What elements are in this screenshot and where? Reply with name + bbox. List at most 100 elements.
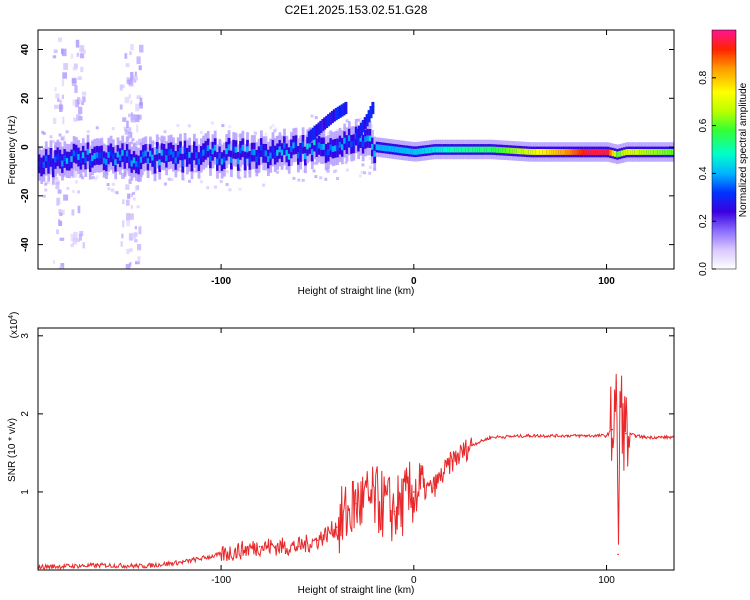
ridge-cell [581, 149, 585, 155]
ridge-cell [193, 147, 196, 154]
scatter-cell [128, 233, 133, 241]
ridge-cell [576, 149, 580, 155]
scatter-cell [44, 188, 48, 192]
scatter-cell [58, 219, 61, 226]
scatter-cell [359, 118, 363, 122]
scatter-cell [77, 190, 81, 194]
snr-point [451, 459, 454, 462]
ridge-cell [283, 142, 286, 149]
scatter-cell [62, 116, 65, 125]
ridge-cell [290, 146, 293, 152]
scatter-cell [356, 118, 360, 122]
ridge-cell [433, 146, 437, 153]
ridge-cell [572, 149, 575, 155]
scatter-cell [157, 137, 161, 141]
ridge-cell [595, 149, 599, 155]
scatter-cell [228, 125, 232, 129]
scatter-cell [60, 263, 65, 269]
ridge-cell [336, 145, 340, 151]
ridge-cell [454, 146, 458, 153]
ridge-cell [567, 149, 571, 155]
scatter-cell [58, 266, 64, 269]
scatter-cell [126, 120, 129, 129]
ridge-cell [625, 149, 629, 155]
snr-point [220, 553, 222, 556]
ridge-cell [54, 156, 57, 163]
ridge-cell [458, 146, 462, 153]
scatter-cell [125, 263, 131, 269]
ridge-cell [273, 152, 277, 159]
colorbar-label: Normalized spectral amplitude [738, 82, 749, 217]
ridge-cell [364, 136, 367, 143]
x-tick-label: 100 [598, 276, 615, 287]
scatter-cell [127, 132, 133, 138]
ridge-cell [516, 148, 520, 155]
scatter-cell [111, 127, 115, 130]
scatter-cell [369, 165, 373, 169]
scatter-cell [71, 77, 77, 84]
ridge-cell [190, 159, 194, 165]
scatter-cell [54, 87, 57, 92]
y-tick-label: 3 [20, 333, 31, 339]
ridge-cell [553, 149, 557, 155]
y-tick-label: -20 [20, 188, 31, 203]
scatter-cell [41, 130, 45, 134]
ridge-cell [297, 152, 300, 159]
scatter-cell [106, 183, 110, 187]
ridge-cell [606, 149, 610, 155]
x-tick-label: 0 [411, 276, 417, 287]
ridge-cell [579, 149, 582, 155]
scatter-cell [269, 126, 273, 130]
ridge-cell [419, 148, 423, 155]
scatter-cell [228, 188, 232, 192]
ridge-cell [565, 149, 569, 155]
ridge-cell [341, 144, 344, 151]
scatter-cell [138, 138, 143, 146]
scatter-cell [112, 190, 116, 194]
scatter-cell [77, 76, 82, 80]
scatter-cell [59, 104, 63, 112]
scatter-cell [225, 170, 229, 174]
scatter-cell [133, 75, 138, 81]
snr-point [181, 561, 184, 563]
scatter-cell [131, 138, 135, 142]
scatter-cell [115, 191, 119, 195]
ridge-cell [620, 150, 624, 157]
scatter-cell [58, 209, 62, 214]
scatter-cell [53, 117, 57, 124]
snr-point [258, 545, 261, 548]
spectrogram-x-axis-label: Height of straight line (km) [298, 286, 415, 297]
spectrogram-plot-area [38, 37, 674, 269]
scatter-cell [129, 248, 133, 252]
ridge-cell [512, 147, 515, 154]
scatter-cell [128, 94, 131, 99]
scatter-cell [52, 139, 55, 143]
scatter-cell [129, 51, 132, 56]
scatter-cell [71, 190, 75, 193]
scatter-cell [71, 209, 75, 216]
scatter-cell [238, 176, 242, 180]
scatter-cell [59, 220, 63, 226]
ridge-cell [260, 144, 263, 151]
scatter-cell [128, 178, 132, 184]
ridge-cell [63, 155, 67, 162]
colorbar: 0.0 0.2 0.4 0.6 0.8 Normalized spectral ampl… [698, 29, 749, 276]
figure-title: C2E1.2025.153.02.51.G28 [285, 3, 428, 17]
scatter-cell [76, 238, 80, 243]
spur-cell [317, 122, 321, 135]
ridge-cell [285, 150, 289, 156]
scatter-cell [133, 79, 137, 83]
ridge-cell [155, 148, 159, 155]
ridge-cell [544, 149, 548, 155]
scatter-cell [111, 182, 115, 186]
ridge-cell [135, 161, 138, 167]
scatter-cell [75, 180, 78, 184]
scatter-cell [336, 177, 339, 180]
scatter-cell [125, 170, 130, 175]
scatter-cell [129, 78, 133, 85]
scatter-cell [42, 194, 46, 198]
ridge-cell [304, 153, 307, 160]
ridge-cell [650, 149, 654, 155]
ridge-cell [294, 141, 298, 148]
ridge-cell [320, 144, 323, 150]
